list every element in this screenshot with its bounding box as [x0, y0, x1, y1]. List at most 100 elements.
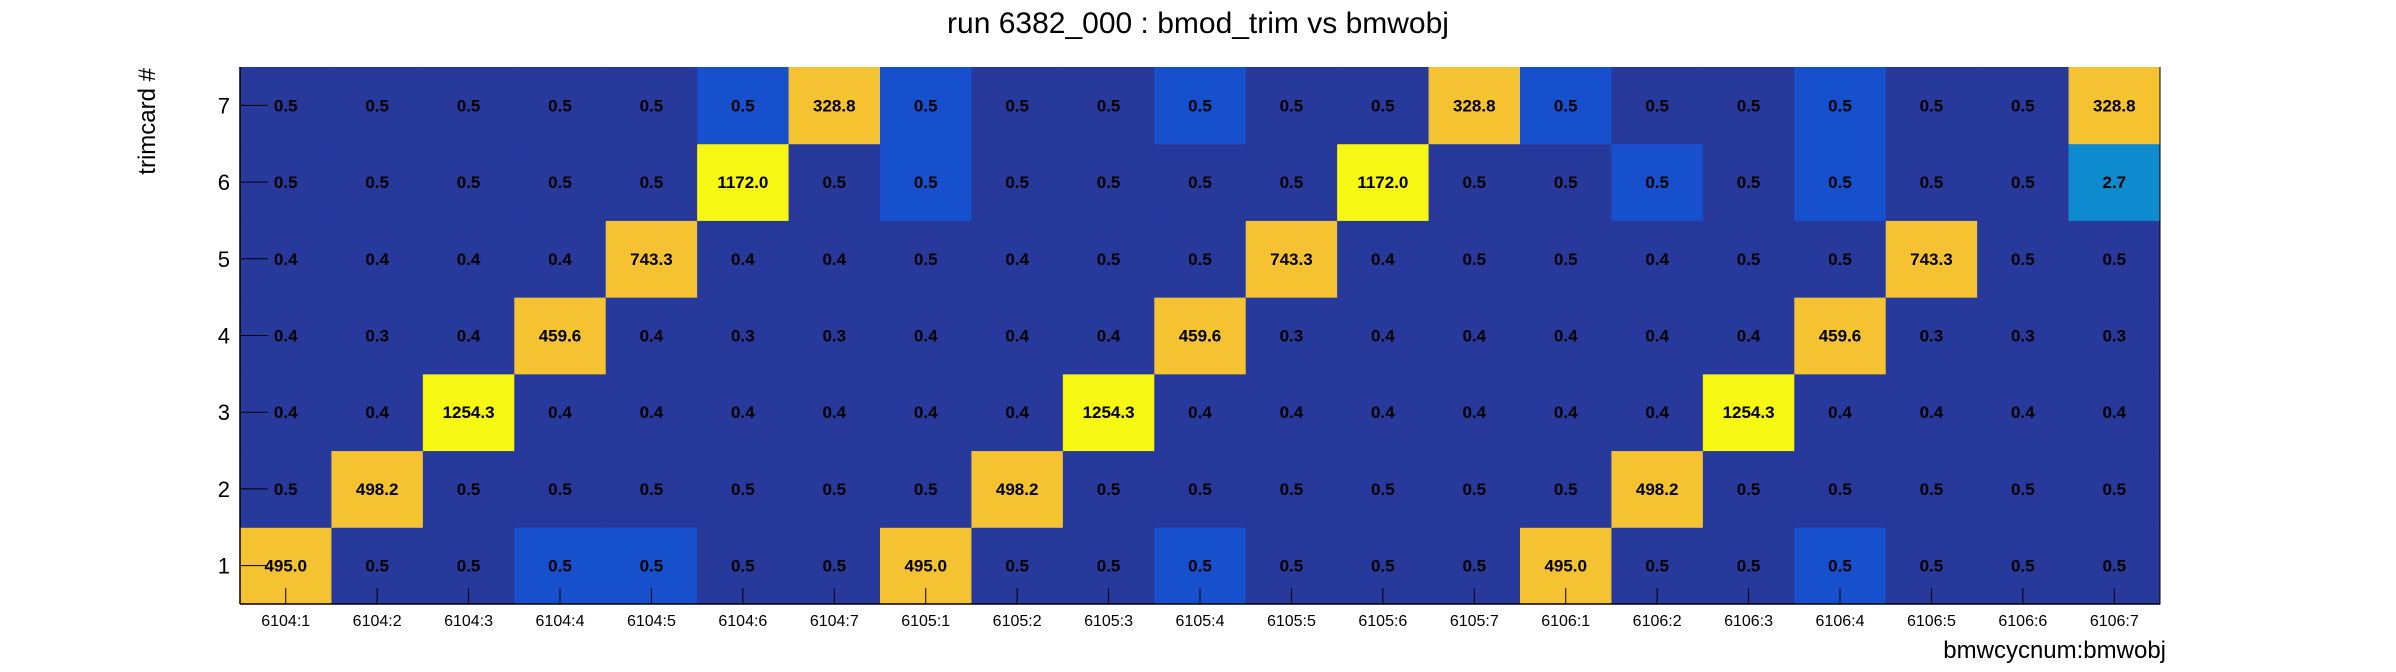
cell-labels: 495.0 0.5 0.5 0.5 0.5 0.5 0.5 495.0 0.5 0.5 0.5 0.5… [264, 96, 2135, 575]
cell-value-label: 0.5 [548, 173, 572, 192]
cell-value-label: 0.5 [1737, 557, 1761, 576]
heatmap-cell [1885, 143, 1978, 221]
heatmap-cell [605, 143, 698, 221]
heatmap-cell [1245, 67, 1338, 145]
x-tick-label: 6105:3 [1084, 613, 1133, 630]
y-tick-label: 1 [218, 554, 230, 579]
cell-value-label: 0.5 [457, 96, 481, 115]
cell-value-label: 0.5 [1554, 96, 1578, 115]
cell-value-label: 0.5 [1737, 250, 1761, 269]
heatmap-cell [697, 373, 790, 452]
cell-value-label: 0.5 [1828, 557, 1852, 576]
heatmap-cell [880, 297, 972, 375]
cell-value-label: 1172.0 [717, 173, 768, 192]
cell-value-label: 0.4 [1554, 327, 1578, 346]
cell-value-label: 495.0 [264, 557, 307, 576]
cell-value-label: 0.5 [1097, 96, 1121, 115]
heatmap-cell [971, 297, 1064, 375]
heatmap-cell [605, 67, 698, 145]
x-tick-label: 6104:7 [810, 613, 859, 630]
heatmap-cell [605, 450, 698, 528]
cell-value-label: 0.5 [1554, 480, 1578, 499]
heatmap-cell [1062, 67, 1155, 145]
cell-value-label: 328.8 [1453, 96, 1496, 115]
cell-value-label: 0.4 [914, 403, 938, 422]
cell-value-label: 0.5 [1005, 96, 1029, 115]
heatmap-cell [1062, 143, 1155, 221]
x-tick-label: 6105:2 [993, 613, 1042, 630]
cell-value-label: 0.5 [274, 480, 298, 499]
x-tick-label: 6106:3 [1724, 613, 1773, 630]
heatmap-cell [971, 220, 1064, 298]
cell-value-label: 0.5 [1554, 173, 1578, 192]
cell-value-label: 0.5 [1097, 557, 1121, 576]
heatmap-cell [1428, 450, 1521, 528]
cell-value-label: 0.5 [914, 173, 938, 192]
heatmap-cell [971, 373, 1064, 452]
cell-value-label: 0.4 [274, 327, 298, 346]
cell-value-label: 0.4 [914, 327, 938, 346]
heatmap-cell [1337, 143, 1430, 221]
heatmap-cell [788, 373, 881, 452]
cell-value-label: 0.5 [1462, 480, 1486, 499]
heatmap-cell [1885, 220, 1978, 298]
cell-value-label: 0.5 [548, 96, 572, 115]
cell-value-label: 0.4 [1554, 403, 1578, 422]
cell-value-label: 0.4 [1280, 403, 1304, 422]
cell-value-label: 1172.0 [1357, 173, 1408, 192]
heatmap-cell [880, 220, 972, 298]
heatmap-cell [1428, 67, 1521, 145]
heatmap-cell [788, 450, 881, 528]
cell-value-label: 1254.3 [443, 403, 495, 422]
heatmap-cell [697, 67, 790, 145]
heatmap-cell [2068, 220, 2161, 298]
cell-value-label: 0.4 [365, 250, 389, 269]
heatmap-cell [1337, 297, 1430, 375]
chart-title: run 6382_000 : bmod_trim vs bmwobj [947, 7, 1449, 40]
x-tick-label: 6104:2 [353, 613, 402, 630]
cell-value-label: 0.5 [1828, 250, 1852, 269]
heatmap-cell [1702, 297, 1795, 375]
cell-value-label: 0.5 [640, 480, 664, 499]
cell-value-label: 0.4 [822, 403, 846, 422]
cell-value-label: 459.6 [539, 327, 582, 346]
heatmap-cell [605, 373, 698, 452]
cell-value-label: 0.5 [365, 96, 389, 115]
x-tick-label: 6105:5 [1267, 613, 1316, 630]
cell-value-label: 495.0 [904, 557, 947, 576]
x-tick-label: 6106:4 [1816, 613, 1865, 630]
cell-value-label: 0.4 [1462, 403, 1486, 422]
cell-value-label: 0.5 [548, 480, 572, 499]
cell-value-label: 0.5 [1554, 250, 1578, 269]
heatmap-cell [1520, 373, 1612, 452]
heatmap-cell [788, 297, 881, 375]
cell-value-label: 0.5 [1737, 480, 1761, 499]
heatmap-cell [1702, 373, 1795, 452]
cell-value-label: 0.5 [365, 557, 389, 576]
heatmap-cell [331, 373, 424, 452]
cell-value-label: 0.5 [1462, 557, 1486, 576]
cell-value-label: 0.5 [1828, 96, 1852, 115]
heatmap-cell [331, 67, 424, 145]
cell-value-label: 0.4 [1920, 403, 1944, 422]
cell-value-label: 0.5 [1371, 557, 1395, 576]
cell-value-label: 0.3 [2011, 327, 2035, 346]
heatmap-cell [422, 220, 515, 298]
y-tick-label: 7 [218, 93, 230, 118]
cell-value-label: 0.5 [2102, 480, 2126, 499]
heatmap-cell [1794, 143, 1887, 221]
heatmap-cell [880, 143, 972, 221]
cell-value-label: 0.3 [822, 327, 846, 346]
cell-value-label: 459.6 [1179, 327, 1222, 346]
heatmap-cell [2068, 297, 2161, 375]
cell-value-label: 0.5 [640, 96, 664, 115]
y-tick-label: 3 [218, 400, 230, 425]
cell-value-label: 0.5 [2011, 480, 2035, 499]
heatmap-cell [1977, 143, 2070, 221]
heatmap-cell [1702, 450, 1795, 528]
heatmap-cell [1245, 297, 1338, 375]
heatmap-cell [2068, 373, 2161, 452]
heatmap-cell [1611, 373, 1704, 452]
cell-value-label: 0.5 [1188, 250, 1212, 269]
cell-value-label: 0.3 [365, 327, 389, 346]
